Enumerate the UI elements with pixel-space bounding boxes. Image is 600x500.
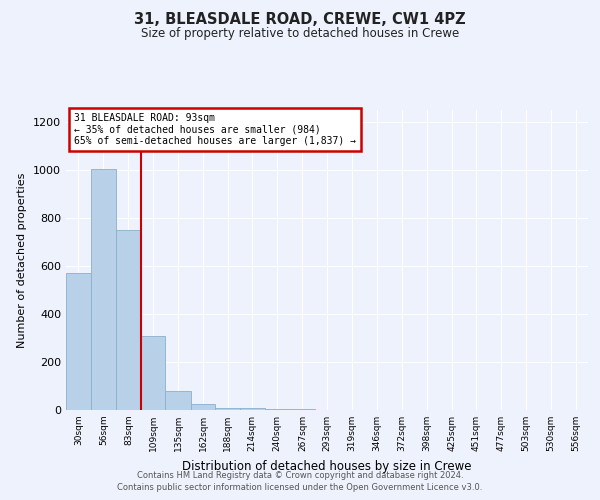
Y-axis label: Number of detached properties: Number of detached properties bbox=[17, 172, 28, 348]
Text: Contains public sector information licensed under the Open Government Licence v3: Contains public sector information licen… bbox=[118, 484, 482, 492]
Text: 31, BLEASDALE ROAD, CREWE, CW1 4PZ: 31, BLEASDALE ROAD, CREWE, CW1 4PZ bbox=[134, 12, 466, 28]
X-axis label: Distribution of detached houses by size in Crewe: Distribution of detached houses by size … bbox=[182, 460, 472, 472]
Bar bbox=[265, 409, 290, 410]
Bar bbox=[116, 230, 141, 410]
Bar bbox=[240, 408, 265, 410]
Bar bbox=[91, 169, 116, 410]
Bar bbox=[165, 391, 191, 410]
Text: 31 BLEASDALE ROAD: 93sqm
← 35% of detached houses are smaller (984)
65% of semi-: 31 BLEASDALE ROAD: 93sqm ← 35% of detach… bbox=[74, 113, 356, 146]
Bar bbox=[66, 273, 91, 410]
Bar bbox=[141, 336, 165, 410]
Text: Contains HM Land Registry data © Crown copyright and database right 2024.: Contains HM Land Registry data © Crown c… bbox=[137, 471, 463, 480]
Text: Size of property relative to detached houses in Crewe: Size of property relative to detached ho… bbox=[141, 28, 459, 40]
Bar bbox=[215, 408, 240, 410]
Bar bbox=[191, 404, 215, 410]
